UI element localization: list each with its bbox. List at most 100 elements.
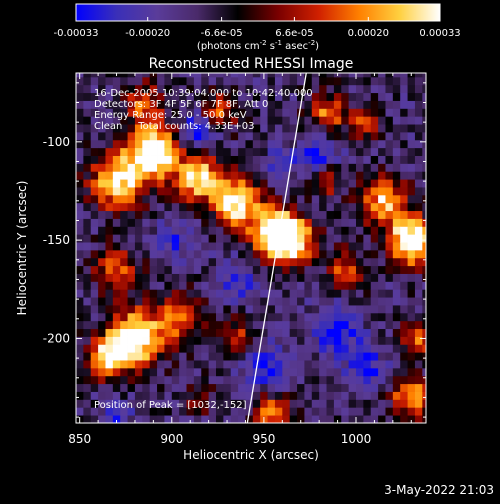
heatmap-cell [385,155,394,164]
heatmap-cell [319,163,327,172]
heatmap-cell [370,92,379,101]
heatmap-cell [171,155,180,164]
heatmap-cell [274,320,283,330]
heatmap-cell [319,73,327,78]
heatmap-cell [297,226,305,235]
heatmap-cell [120,391,128,400]
heatmap-cell [164,108,173,117]
heatmap-cell [282,202,291,212]
heatmap-cell [98,116,106,125]
heatmap-cell [216,147,224,156]
heatmap-cell [400,147,408,156]
heatmap-cell [238,226,246,235]
heatmap-cell [98,320,106,330]
heatmap-cell [311,84,320,94]
heatmap-cell [142,242,151,251]
heatmap-cell [157,163,165,172]
heatmap-cell [282,360,291,369]
heatmap-cell [356,76,364,86]
heatmap-cell [289,163,298,172]
heatmap-cell [112,76,121,86]
heatmap-cell [363,100,372,109]
heatmap-cell [179,312,187,322]
heatmap-cell [274,139,283,149]
heatmap-cell [105,352,114,361]
heatmap-cell [400,210,408,219]
heatmap-cell [127,226,136,235]
heatmap-cell [414,289,423,298]
heatmap-cell [319,375,327,385]
heatmap-cell [326,218,335,227]
heatmap-cell [282,210,291,219]
heatmap-cell [333,179,342,188]
heatmap-cell [223,383,232,392]
heatmap-cell [356,202,364,212]
heatmap-cell [179,249,187,259]
heatmap-cell [230,171,239,180]
heatmap-cell [230,116,239,125]
heatmap-cell [142,194,151,204]
y-axis-label: Heliocentric Y (arcsec) [15,181,29,316]
heatmap-cell [356,273,364,282]
heatmap-cell [341,391,350,400]
heatmap-cell [289,124,298,133]
heatmap-cell [208,226,217,235]
heatmap-cell [142,265,151,274]
heatmap-cell [252,92,261,101]
heatmap-cell [363,273,372,282]
heatmap-cell [164,407,173,416]
heatmap-cell [400,407,408,416]
heatmap-cell [230,391,239,400]
heatmap-cell [422,234,426,243]
heatmap-cell [341,202,350,212]
heatmap-cell [76,139,84,149]
heatmap-cell [252,179,261,188]
heatmap-cell [341,336,350,345]
heatmap-cell [252,210,261,219]
heatmap-cell [414,210,423,219]
heatmap-cell [171,399,180,408]
heatmap-cell [142,415,151,423]
heatmap-cell [289,281,298,290]
colorbar-tick-label: -0.00033 [54,28,99,39]
heatmap-cell [98,163,106,172]
heatmap-cell [319,218,327,227]
heatmap-cell [193,116,202,125]
heatmap-cell [179,187,187,196]
heatmap-cell [289,226,298,235]
heatmap-cell [112,124,121,133]
heatmap-cell [142,92,151,101]
heatmap-cell [267,116,276,125]
heatmap-cell [407,281,416,290]
heatmap-cell [149,399,158,408]
heatmap-cell [142,249,151,259]
heatmap-cell [282,226,291,235]
heatmap-cell [238,76,246,86]
heatmap-cell [245,194,254,204]
heatmap-cell [260,202,268,212]
heatmap-cell [289,360,298,369]
heatmap-cell [157,328,165,337]
heatmap-cell [304,265,313,274]
heatmap-cell [127,73,136,78]
heatmap-cell [245,226,254,235]
heatmap-cell [297,210,305,219]
heatmap-cell [304,155,313,164]
heatmap-cell [414,352,423,361]
heatmap-cell [83,328,92,337]
heatmap-cell [208,76,217,86]
heatmap-cell [149,289,158,298]
heatmap-cell [142,360,151,369]
heatmap-cell [179,242,187,251]
heatmap-cell [149,155,158,164]
heatmap-cell [297,218,305,227]
heatmap-cell [348,131,357,141]
heatmap-cell [422,265,426,274]
heatmap-cell [378,179,386,188]
heatmap-cell [370,100,379,109]
heatmap-cell [245,73,254,78]
heatmap-cell [363,415,372,423]
heatmap-cell [208,265,217,274]
heatmap-cell [142,383,151,392]
heatmap-cell [142,147,151,156]
